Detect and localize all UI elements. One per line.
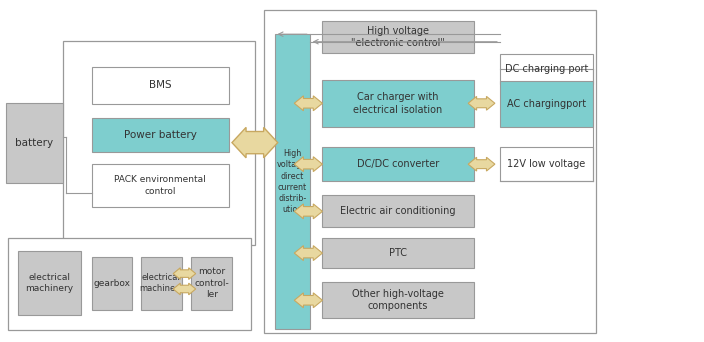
- FancyBboxPatch shape: [92, 256, 132, 310]
- Text: Other high-voltage
components: Other high-voltage components: [352, 289, 444, 311]
- Polygon shape: [294, 246, 322, 261]
- FancyBboxPatch shape: [322, 282, 474, 318]
- FancyBboxPatch shape: [322, 80, 474, 127]
- FancyBboxPatch shape: [500, 54, 593, 84]
- FancyBboxPatch shape: [500, 147, 593, 181]
- Text: High voltage
"electronic control": High voltage "electronic control": [351, 26, 445, 48]
- FancyBboxPatch shape: [6, 103, 63, 183]
- FancyBboxPatch shape: [8, 238, 251, 330]
- Polygon shape: [294, 204, 322, 219]
- FancyBboxPatch shape: [322, 238, 474, 268]
- Polygon shape: [232, 128, 277, 158]
- FancyBboxPatch shape: [264, 10, 596, 333]
- FancyBboxPatch shape: [92, 164, 229, 207]
- Text: High
voltage
direct
current
distrib-
ution: High voltage direct current distrib- uti…: [277, 149, 307, 214]
- Polygon shape: [173, 283, 196, 295]
- Polygon shape: [468, 96, 495, 110]
- Text: BMS: BMS: [149, 80, 172, 91]
- Text: electrical
machinery: electrical machinery: [139, 273, 184, 293]
- FancyBboxPatch shape: [141, 256, 182, 310]
- Polygon shape: [294, 293, 322, 308]
- Text: Electric air conditioning: Electric air conditioning: [340, 206, 456, 216]
- Polygon shape: [173, 268, 196, 279]
- FancyBboxPatch shape: [500, 81, 593, 127]
- Polygon shape: [294, 96, 322, 111]
- Text: gearbox: gearbox: [94, 278, 130, 288]
- Text: AC chargingport: AC chargingport: [507, 99, 586, 109]
- FancyBboxPatch shape: [322, 21, 474, 53]
- Polygon shape: [468, 157, 495, 171]
- FancyBboxPatch shape: [191, 256, 232, 310]
- Text: DC/DC converter: DC/DC converter: [357, 159, 439, 169]
- FancyBboxPatch shape: [63, 41, 255, 245]
- FancyBboxPatch shape: [92, 118, 229, 152]
- Text: motor
control-
ler: motor control- ler: [194, 267, 230, 299]
- Text: battery: battery: [15, 138, 54, 148]
- Text: PTC: PTC: [389, 248, 407, 258]
- Polygon shape: [294, 157, 322, 172]
- Text: 12V low voltage: 12V low voltage: [507, 159, 586, 169]
- Text: electrical
machinery: electrical machinery: [25, 273, 73, 293]
- FancyBboxPatch shape: [275, 34, 310, 329]
- Text: PACK environmental
control: PACK environmental control: [114, 175, 206, 196]
- FancyBboxPatch shape: [322, 147, 474, 181]
- Text: Power battery: Power battery: [124, 130, 196, 140]
- FancyBboxPatch shape: [92, 67, 229, 104]
- Text: DC charging port: DC charging port: [505, 64, 588, 74]
- FancyBboxPatch shape: [322, 195, 474, 227]
- Text: Car charger with
electrical isolation: Car charger with electrical isolation: [353, 92, 443, 115]
- FancyBboxPatch shape: [18, 251, 81, 315]
